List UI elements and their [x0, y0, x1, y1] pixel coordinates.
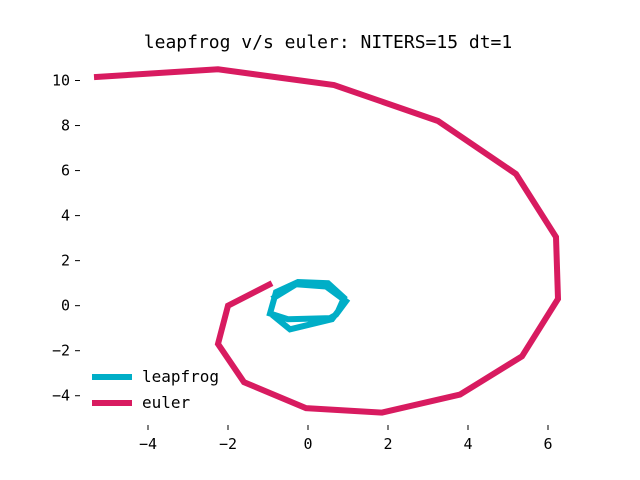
- plot-area: [93, 66, 562, 416]
- x-tick-label: −4: [139, 435, 157, 453]
- y-tick-label: 10: [52, 72, 70, 90]
- y-tick-label: 4: [61, 207, 70, 225]
- series-line-euler: [93, 66, 562, 416]
- y-tick-label: 8: [61, 117, 70, 135]
- chart-title: leapfrog v/s euler: NITERS=15 dt=1: [144, 32, 512, 53]
- x-tick-label: 6: [543, 435, 552, 453]
- y-tick-label: 0: [61, 297, 70, 315]
- x-tick-label: 4: [463, 435, 472, 453]
- y-tick-label: −4: [52, 387, 70, 405]
- y-tick-label: 6: [61, 162, 70, 180]
- x-tick-label: 2: [383, 435, 392, 453]
- y-tick-label: 2: [61, 252, 70, 270]
- legend-label-euler: euler: [142, 393, 191, 412]
- x-tick-label: −2: [219, 435, 237, 453]
- x-tick-label: 0: [303, 435, 312, 453]
- x-axis: −4 −2 0 2 4 6: [139, 425, 553, 453]
- series-line-leapfrog: [266, 278, 351, 333]
- y-axis: 10 8 6 4 2 0 −2 −4: [52, 72, 80, 405]
- legend: leapfrog euler: [92, 367, 219, 412]
- legend-label-leapfrog: leapfrog: [142, 367, 219, 386]
- y-tick-label: −2: [52, 342, 70, 360]
